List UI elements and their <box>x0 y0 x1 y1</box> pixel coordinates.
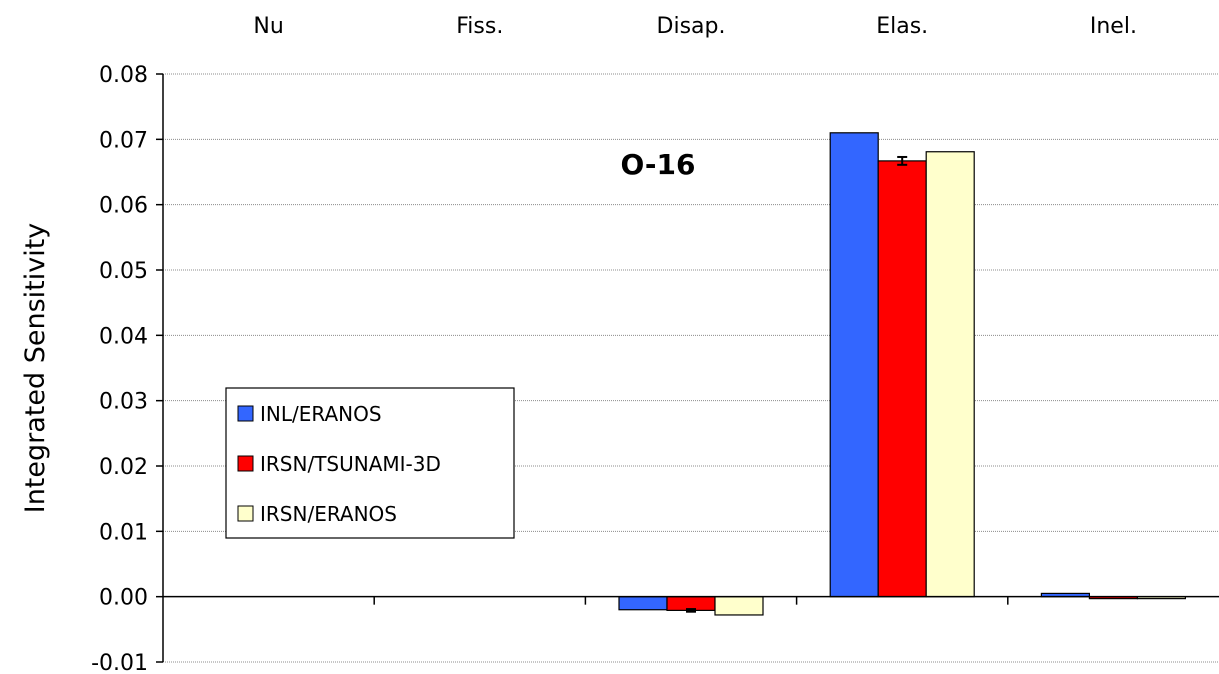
y-tick-label: 0.05 <box>99 259 148 284</box>
legend-label: IRSN/ERANOS <box>260 502 397 526</box>
category-label: Nu <box>253 14 283 39</box>
y-tick-label: 0.06 <box>99 194 148 219</box>
bar <box>877 160 927 598</box>
category-label: Disap. <box>657 14 726 39</box>
bar <box>829 132 879 598</box>
category-label: Inel. <box>1090 14 1137 39</box>
y-tick-label: 0.01 <box>99 520 148 545</box>
bar <box>618 596 668 611</box>
y-tick-label: 0.00 <box>99 586 148 611</box>
y-tick-label: 0.03 <box>99 390 148 415</box>
y-tick-label: 0.02 <box>99 455 148 480</box>
y-tick-label: -0.01 <box>91 651 148 674</box>
category-label: Fiss. <box>456 14 503 39</box>
axes <box>156 73 1219 663</box>
category-label: Elas. <box>876 14 928 39</box>
y-axis-title: Integrated Sensitivity <box>20 223 51 514</box>
bar <box>925 151 975 598</box>
legend-label: INL/ERANOS <box>260 402 382 426</box>
chart-annotation: O-16 <box>621 148 696 181</box>
legend: INL/ERANOS IRSN/TSUNAMI-3D IRSN/ERANOS <box>225 387 515 539</box>
legend-swatch <box>237 505 254 522</box>
legend-label: IRSN/TSUNAMI-3D <box>260 452 441 476</box>
y-tick-label: 0.07 <box>99 128 148 153</box>
bar <box>714 596 764 616</box>
y-tick-label: 0.04 <box>99 324 148 349</box>
labels: -0.01 0.00 0.01 0.02 0.03 0.04 0.05 0.06 0.07 0.0… <box>91 14 1137 674</box>
legend-swatch <box>237 405 254 422</box>
legend-box <box>225 387 515 539</box>
y-tick-label: 0.08 <box>99 63 148 88</box>
bars <box>618 132 1187 616</box>
legend-swatch <box>237 455 254 472</box>
